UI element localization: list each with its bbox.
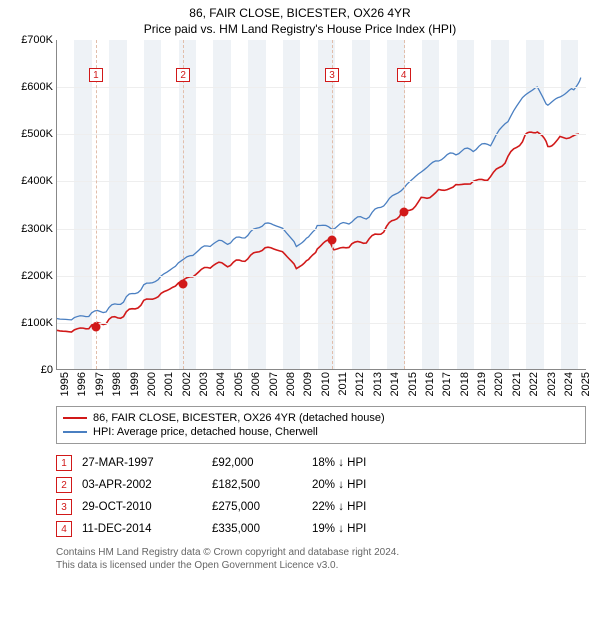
row-marker: 1 [56,455,72,471]
x-axis-label: 2003 [196,372,210,396]
transaction-line [404,40,405,369]
transaction-dot [399,208,408,217]
x-axis-label: 2021 [509,372,523,396]
footer-line-1: Contains HM Land Registry data © Crown c… [56,546,590,559]
table-row: 3 29-OCT-2010 £275,000 22% ↓ HPI [56,496,590,518]
x-axis-label: 2001 [161,372,175,396]
x-axis-label: 2013 [370,372,384,396]
table-row: 4 11-DEC-2014 £335,000 19% ↓ HPI [56,518,590,540]
transaction-line [332,40,333,369]
x-axis-label: 2020 [491,372,505,396]
y-axis-label: £200K [21,270,57,282]
row-price: £275,000 [212,501,302,513]
row-date: 03-APR-2002 [82,479,202,491]
y-axis-label: £500K [21,128,57,140]
x-axis-label: 2006 [248,372,262,396]
legend-label: 86, FAIR CLOSE, BICESTER, OX26 4YR (deta… [93,412,385,424]
x-axis-label: 2008 [283,372,297,396]
row-pct: 20% ↓ HPI [312,479,422,491]
transaction-dot [328,236,337,245]
legend-item: HPI: Average price, detached house, Cher… [63,425,579,439]
page: 86, FAIR CLOSE, BICESTER, OX26 4YR Price… [0,0,600,620]
x-axis-label: 1999 [127,372,141,396]
y-axis-label: £400K [21,175,57,187]
row-marker: 3 [56,499,72,515]
legend-item: 86, FAIR CLOSE, BICESTER, OX26 4YR (deta… [63,411,579,425]
transaction-marker: 1 [89,68,103,82]
x-axis-label: 2025 [578,372,592,396]
x-axis-label: 2015 [405,372,419,396]
row-price: £92,000 [212,457,302,469]
transaction-line [183,40,184,369]
row-marker: 2 [56,477,72,493]
chart-title: 86, FAIR CLOSE, BICESTER, OX26 4YR [10,6,590,20]
plot-area: £0£100K£200K£300K£400K£500K£600K£700K199… [56,40,586,370]
row-date: 27-MAR-1997 [82,457,202,469]
transaction-dot [91,322,100,331]
transaction-marker: 2 [176,68,190,82]
series-line [57,78,581,320]
x-axis-label: 2012 [352,372,366,396]
footer: Contains HM Land Registry data © Crown c… [56,546,590,572]
x-axis-label: 2009 [300,372,314,396]
row-price: £335,000 [212,523,302,535]
footer-line-2: This data is licensed under the Open Gov… [56,559,590,572]
x-axis-label: 1997 [92,372,106,396]
row-date: 29-OCT-2010 [82,501,202,513]
transaction-line [96,40,97,369]
table-row: 1 27-MAR-1997 £92,000 18% ↓ HPI [56,452,590,474]
transaction-marker: 4 [397,68,411,82]
row-pct: 19% ↓ HPI [312,523,422,535]
row-date: 11-DEC-2014 [82,523,202,535]
x-axis-label: 2022 [526,372,540,396]
x-axis-label: 2017 [439,372,453,396]
row-pct: 18% ↓ HPI [312,457,422,469]
x-axis-label: 2005 [231,372,245,396]
x-axis-label: 2014 [387,372,401,396]
x-axis-label: 2011 [335,372,349,396]
x-axis-label: 2023 [544,372,558,396]
transaction-marker: 3 [325,68,339,82]
y-axis-label: £0 [41,364,57,376]
chart-subtitle: Price paid vs. HM Land Registry's House … [10,22,590,36]
table-row: 2 03-APR-2002 £182,500 20% ↓ HPI [56,474,590,496]
chart-area: £0£100K£200K£300K£400K£500K£600K£700K199… [56,40,586,370]
y-axis-label: £700K [21,34,57,46]
legend-swatch [63,431,87,433]
x-axis-label: 2002 [179,372,193,396]
x-axis-label: 2016 [422,372,436,396]
row-pct: 22% ↓ HPI [312,501,422,513]
x-axis-label: 2010 [318,372,332,396]
x-axis-label: 1996 [74,372,88,396]
row-marker: 4 [56,521,72,537]
transaction-table: 1 27-MAR-1997 £92,000 18% ↓ HPI 2 03-APR-2002… [56,452,590,540]
y-axis-label: £100K [21,317,57,329]
legend-swatch [63,417,87,419]
row-price: £182,500 [212,479,302,491]
transaction-dot [179,280,188,289]
x-axis-label: 1995 [57,372,71,396]
series-line [57,132,579,332]
chart-lines [57,40,586,369]
x-axis-label: 2018 [457,372,471,396]
x-axis-label: 2007 [266,372,280,396]
x-axis-label: 2004 [213,372,227,396]
y-axis-label: £300K [21,223,57,235]
x-axis-label: 1998 [109,372,123,396]
legend: 86, FAIR CLOSE, BICESTER, OX26 4YR (deta… [56,406,586,444]
x-axis-label: 2000 [144,372,158,396]
legend-label: HPI: Average price, detached house, Cher… [93,426,318,438]
x-axis-label: 2024 [561,372,575,396]
y-axis-label: £600K [21,81,57,93]
x-axis-label: 2019 [474,372,488,396]
